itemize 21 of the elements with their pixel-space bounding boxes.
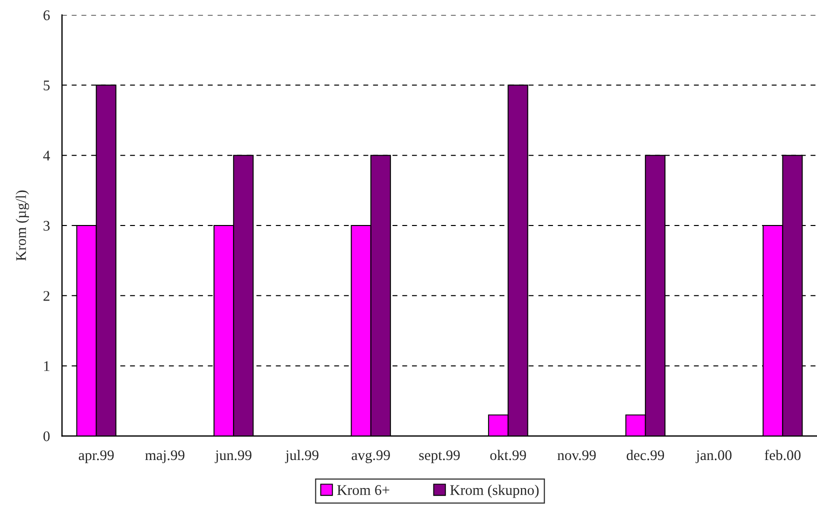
- x-tick-label: feb.00: [764, 450, 801, 460]
- x-tick-label: jan.00: [696, 450, 732, 464]
- x-tick-label: jun.99: [214, 450, 252, 464]
- y-tick-label: 1: [44, 361, 50, 371]
- x-tick-label: maj.99: [145, 450, 184, 464]
- y-tick-label: 6: [44, 10, 50, 20]
- x-tick-label: nov.99: [558, 450, 596, 460]
- x-tick-label: dec.99: [626, 450, 664, 460]
- x-tick-label: apr.99: [78, 450, 114, 464]
- y-tick-label: 4: [43, 150, 50, 160]
- y-tick-label: 0: [43, 431, 50, 442]
- legend-label: Krom 6+: [337, 485, 390, 495]
- x-tick-label: sept.99: [419, 450, 460, 464]
- x-tick-label: avg.99: [352, 450, 390, 464]
- x-tick-label: okt.99: [490, 450, 526, 460]
- y-tick-label: 2: [44, 291, 50, 301]
- y-tick-label: 5: [44, 80, 50, 90]
- y-tick-label: 3: [44, 220, 50, 231]
- y-axis-title: Krom (µg/l): [16, 190, 30, 261]
- legend-label: Krom (skupno): [450, 484, 539, 498]
- x-tick-label: jul.99: [284, 450, 318, 464]
